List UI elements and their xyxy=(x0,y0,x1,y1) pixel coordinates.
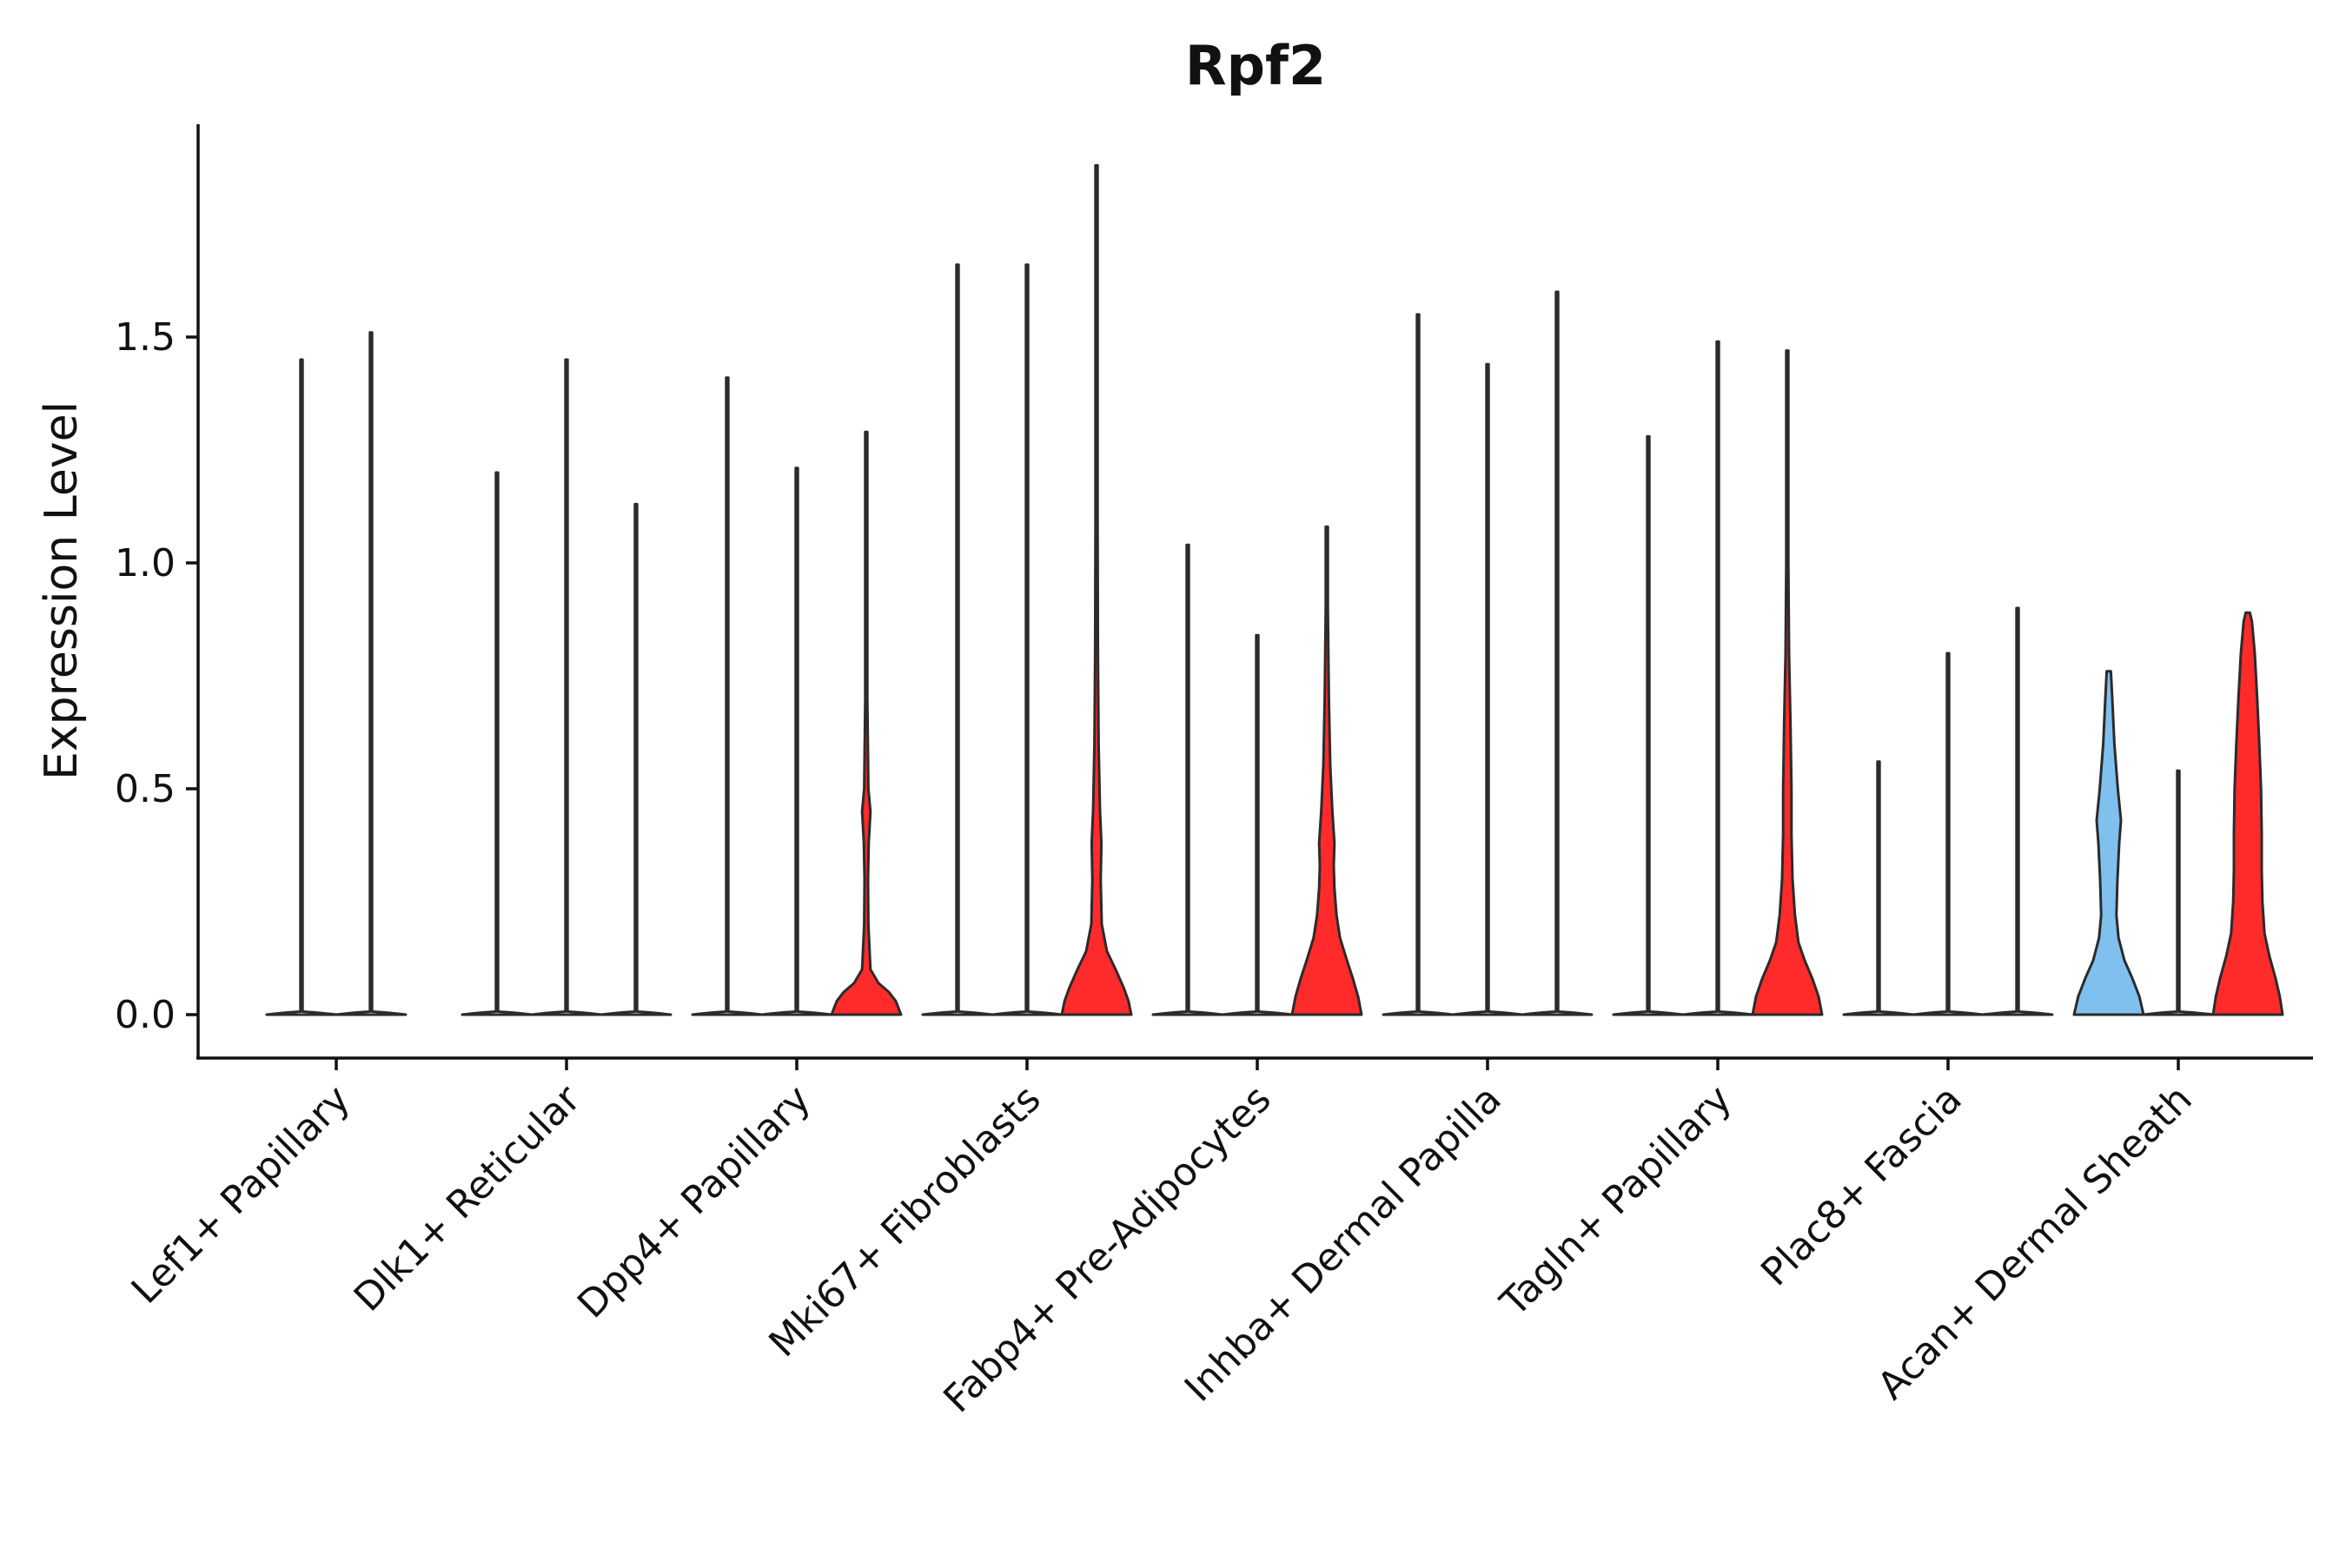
violin xyxy=(991,263,1064,1016)
y-tick-label: 1.0 xyxy=(115,541,176,586)
violins xyxy=(265,163,2284,1016)
y-tick-label: 0.0 xyxy=(115,993,176,1037)
violin xyxy=(1060,163,1133,1016)
violin xyxy=(1842,760,1915,1016)
violin xyxy=(1981,606,2054,1016)
violin xyxy=(691,376,764,1016)
violin xyxy=(265,358,338,1016)
violin xyxy=(760,466,833,1016)
violin xyxy=(1521,290,1594,1016)
y-ticks: 0.0 0.5 1.0 1.5 xyxy=(115,315,198,1037)
violin xyxy=(1612,434,1685,1016)
violin xyxy=(2211,611,2284,1016)
y-tick-label: 1.5 xyxy=(115,315,176,360)
violin xyxy=(1912,652,1985,1016)
violin xyxy=(1221,633,1294,1016)
violin xyxy=(1382,313,1455,1016)
y-tick-label: 0.5 xyxy=(115,767,176,811)
x-tick-label: Dpp4+ Papillary xyxy=(569,1077,819,1327)
violin xyxy=(1151,543,1224,1016)
violin xyxy=(600,502,673,1016)
violin xyxy=(921,263,994,1016)
x-tick-label: Lef1+ Papillary xyxy=(123,1077,359,1313)
chart-title: Rpf2 xyxy=(1185,34,1326,97)
violin xyxy=(2072,670,2145,1016)
violin xyxy=(1751,349,1824,1016)
x-tick-label: Plac8+ Fascia xyxy=(1753,1077,1971,1295)
violin xyxy=(830,430,903,1016)
violin xyxy=(335,331,408,1016)
x-tick-label: Tagln+ Papillary xyxy=(1492,1077,1740,1326)
violin xyxy=(1290,525,1363,1016)
violin xyxy=(1451,362,1524,1016)
violin xyxy=(461,471,533,1016)
x-tick-label: Dlk1+ Reticular xyxy=(346,1076,590,1320)
violin xyxy=(2142,769,2215,1016)
violin xyxy=(530,358,603,1016)
y-axis-label: Expression Level xyxy=(36,401,88,780)
violin xyxy=(1681,340,1754,1016)
